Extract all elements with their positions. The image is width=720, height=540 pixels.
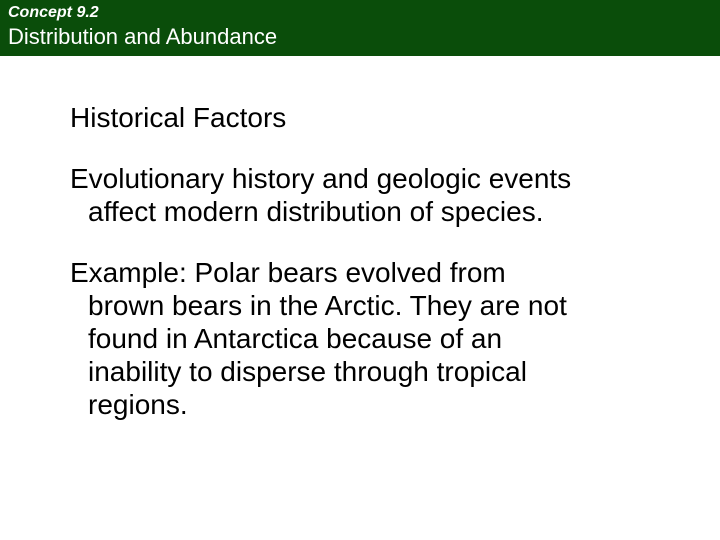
header-title: Distribution and Abundance xyxy=(8,24,712,50)
paragraph-2-line-4: inability to disperse through tropical xyxy=(70,355,650,388)
paragraph-1-line-2: affect modern distribution of species. xyxy=(70,195,650,228)
paragraph-2-line-2: brown bears in the Arctic. They are not xyxy=(70,289,650,322)
paragraph-2: Example: Polar bears evolved from brown … xyxy=(70,256,650,421)
paragraph-2-line-1: Example: Polar bears evolved from xyxy=(70,257,506,288)
concept-label: Concept 9.2 xyxy=(8,4,712,22)
section-heading: Historical Factors xyxy=(70,102,650,134)
paragraph-2-line-3: found in Antarctica because of an xyxy=(70,322,650,355)
paragraph-1-line-1: Evolutionary history and geologic events xyxy=(70,163,571,194)
slide-content: Historical Factors Evolutionary history … xyxy=(0,56,720,469)
paragraph-1: Evolutionary history and geologic events… xyxy=(70,162,650,228)
slide-header: Concept 9.2 Distribution and Abundance xyxy=(0,0,720,56)
paragraph-2-line-5: regions. xyxy=(70,388,650,421)
